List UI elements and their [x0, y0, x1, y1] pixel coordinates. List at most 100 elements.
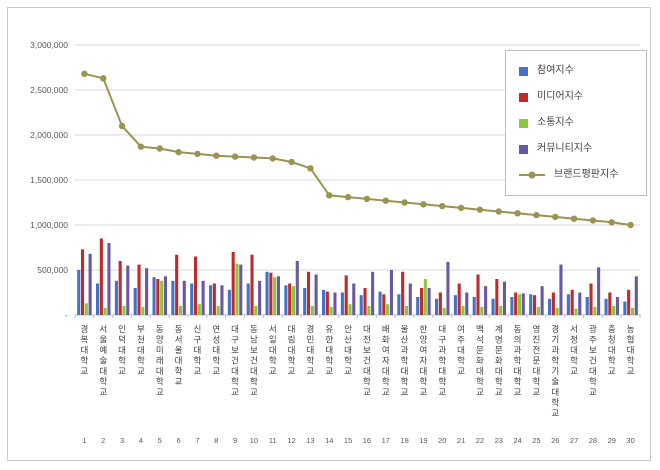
category-number: 3: [120, 436, 124, 445]
bar-참여지수: [152, 277, 156, 315]
legend-swatch-icon: [519, 92, 528, 102]
bar-소통지수: [160, 280, 164, 315]
category-number: 13: [306, 436, 314, 445]
marker-브랜드평판지수: [326, 192, 333, 199]
marker-브랜드평판지수: [476, 206, 484, 213]
bar-미디어지수: [457, 283, 461, 315]
bar-커뮤니티지수: [389, 270, 393, 315]
bar-소통지수: [310, 306, 314, 315]
marker-브랜드평판지수: [100, 75, 107, 82]
bar-소통지수: [103, 307, 107, 315]
bar-커뮤니티지수: [446, 261, 450, 315]
chart-legend: 참여지수 미디어지수 소통지수 커뮤니티지수 브랜드평판지수: [505, 50, 647, 196]
bar-참여지수: [284, 285, 288, 315]
bar-커뮤니티지수: [559, 264, 563, 315]
bar-미디어지수: [419, 288, 424, 315]
legend-swatch-icon: [519, 118, 528, 128]
y-axis-tick-label: -: [65, 310, 68, 320]
bar-참여지수: [303, 288, 307, 315]
bar-소통지수: [273, 277, 277, 315]
marker-브랜드평판지수: [269, 155, 276, 162]
y-axis-tick-label: 1,500,000: [30, 175, 68, 185]
bar-소통지수: [461, 306, 465, 315]
bar-커뮤니티지수: [615, 297, 619, 315]
bar-소통지수: [291, 286, 296, 315]
bar-미디어지수: [250, 254, 254, 315]
bar-미디어지수: [589, 283, 593, 315]
bar-참여지수: [585, 297, 589, 315]
bar-소통지수: [442, 307, 446, 315]
legend-swatch-icon: [519, 66, 528, 76]
legend-label: 커뮤니티지수: [537, 143, 593, 154]
bar-소통지수: [404, 306, 409, 315]
bar-소통지수: [235, 263, 239, 315]
bar-소통지수: [367, 306, 371, 315]
bar-미디어지수: [193, 256, 198, 315]
bar-참여지수: [96, 283, 100, 315]
category-number: 8: [214, 436, 218, 445]
marker-브랜드평판지수: [495, 208, 502, 215]
bar-참여지수: [566, 294, 570, 315]
bar-소통지수: [536, 306, 540, 315]
bar-미디어지수: [306, 271, 311, 315]
legend-label: 브랜드평판지수: [554, 169, 619, 180]
bar-커뮤니티지수: [352, 283, 356, 315]
legend-item-1: 참여지수: [506, 58, 646, 84]
bar-참여지수: [472, 297, 476, 315]
category-number: 7: [195, 436, 199, 445]
bar-참여지수: [453, 295, 457, 315]
marker-브랜드평판지수: [533, 211, 540, 219]
bar-소통지수: [480, 306, 484, 315]
bar-미디어지수: [156, 279, 160, 315]
bar-미디어지수: [231, 252, 235, 315]
bar-미디어지수: [570, 289, 574, 315]
category-number: 28: [589, 436, 597, 445]
bar-미디어지수: [80, 249, 85, 315]
bar-커뮤니티지수: [276, 276, 280, 315]
bar-커뮤니티지수: [163, 276, 167, 315]
bar-미디어지수: [175, 254, 179, 315]
legend-line-dot-icon: [528, 171, 536, 179]
bar-커뮤니티지수: [371, 271, 375, 315]
marker-브랜드평판지수: [627, 221, 634, 229]
category-number: 5: [158, 436, 162, 445]
bar-참여지수: [491, 298, 495, 315]
bar-소통지수: [499, 306, 503, 315]
marker-브랜드평판지수: [231, 153, 239, 160]
category-number: 18: [400, 436, 408, 445]
category-number: 9: [233, 436, 237, 445]
marker-브랜드평판지수: [514, 210, 521, 217]
bar-커뮤니티지수: [333, 292, 337, 315]
category-number: 11: [269, 436, 277, 445]
bar-미디어지수: [137, 264, 141, 315]
category-number: 20: [438, 436, 446, 445]
marker-브랜드평판지수: [307, 165, 314, 172]
category-number: 12: [287, 436, 295, 445]
marker-브랜드평판지수: [589, 217, 597, 224]
category-number: 10: [250, 436, 258, 445]
bar-소통지수: [178, 306, 183, 315]
bar-미디어지수: [438, 292, 442, 315]
bar-참여지수: [246, 283, 250, 315]
bar-미디어지수: [269, 272, 273, 315]
bar-미디어지수: [288, 283, 292, 315]
bar-커뮤니티지수: [634, 276, 638, 315]
bar-커뮤니티지수: [465, 292, 469, 315]
bar-소통지수: [122, 306, 126, 315]
bar-미디어지수: [608, 292, 612, 315]
bar-미디어지수: [118, 261, 122, 315]
category-number: 15: [344, 436, 352, 445]
marker-브랜드평판지수: [363, 195, 371, 203]
marker-브랜드평판지수: [401, 199, 408, 206]
bar-소통지수: [254, 306, 258, 315]
